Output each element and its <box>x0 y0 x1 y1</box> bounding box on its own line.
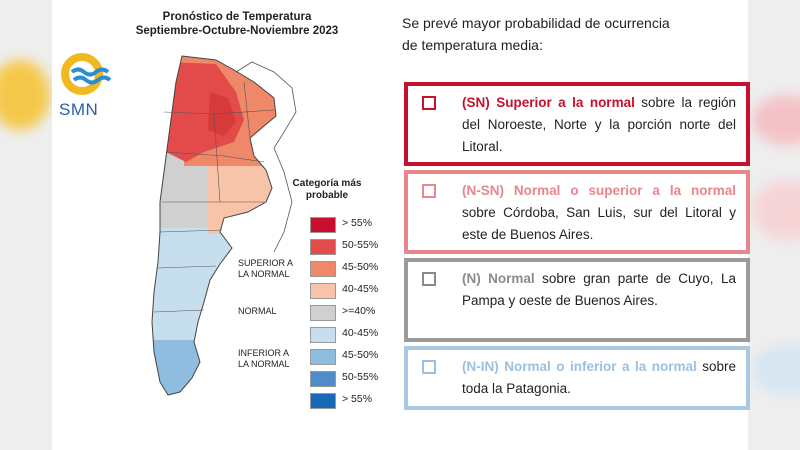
blurred-box-fragment <box>752 345 800 395</box>
legend-item: 40-45% <box>310 326 410 343</box>
category-highlight: (SN) Superior a la normal <box>462 95 635 110</box>
legend-item: 45-50% <box>310 348 410 365</box>
legend-group-inferior: INFERIOR A LA NORMAL <box>238 348 290 370</box>
category-box: (N) Normal sobre gran parte de Cuyo, La … <box>404 258 750 342</box>
category-box: (SN) Superior a la normal sobre la regió… <box>404 82 750 166</box>
legend-group-normal: NORMAL <box>238 306 277 316</box>
legend-swatch <box>310 371 336 387</box>
category-box: (N-SN) Normal o superior a la normal sob… <box>404 170 750 254</box>
blurred-logo-fragment <box>0 60 50 130</box>
checkbox-bullet-icon <box>422 272 436 286</box>
intro-text: Se prevé mayor probabilidad de ocurrenci… <box>402 12 742 56</box>
legend-label: > 55% <box>342 393 373 405</box>
category-highlight: (N) Normal <box>462 271 535 286</box>
legend-label: 50-55% <box>342 239 379 251</box>
legend-group-superior: SUPERIOR A LA NORMAL <box>238 258 293 280</box>
intro-line1: Se prevé mayor probabilidad de ocurrenci… <box>402 15 670 31</box>
legend-group-superior-line2: LA NORMAL <box>238 269 290 279</box>
legend-title-line1: Categoría más <box>292 178 362 189</box>
smn-logo-text: SMN <box>59 100 99 119</box>
legend-group-inferior-line1: INFERIOR A <box>238 348 290 358</box>
category-text: (N) Normal sobre gran parte de Cuyo, La … <box>462 268 736 312</box>
legend-swatch <box>310 283 336 299</box>
legend-swatch <box>310 217 336 233</box>
legend-label: 45-50% <box>342 261 379 273</box>
category-highlight: (N-SN) Normal o superior a la normal <box>462 183 736 198</box>
checkbox-bullet-icon <box>422 96 436 110</box>
category-description: sobre gran parte de Cuyo, La Pampa y oes… <box>462 271 736 308</box>
legend-swatch <box>310 393 336 409</box>
legend-swatch <box>310 349 336 365</box>
category-description: sobre toda la Patagonia. <box>462 359 736 396</box>
checkbox-bullet-icon <box>422 360 436 374</box>
forecast-regions <box>152 56 276 395</box>
legend-title-line2: probable <box>305 190 349 201</box>
legend-item: > 55% <box>310 216 410 233</box>
legend-item: > 55% <box>310 392 410 409</box>
smn-logo-icon <box>61 53 112 95</box>
legend-label: >=40% <box>342 305 376 317</box>
category-box: (N-IN) Normal o inferior a la normal sob… <box>404 346 750 410</box>
legend-title: Categoría más probable <box>292 178 362 202</box>
legend-swatch <box>310 261 336 277</box>
category-text: (N-IN) Normal o inferior a la normal sob… <box>462 356 736 400</box>
map-title-line2: Septiembre-Octubre-Noviembre 2023 <box>135 25 339 37</box>
legend-label: 40-45% <box>342 327 379 339</box>
legend-group-superior-line1: SUPERIOR A <box>238 258 294 268</box>
legend-label: 45-50% <box>342 349 379 361</box>
legend-label: 50-55% <box>342 371 379 383</box>
category-text: (SN) Superior a la normal sobre la regió… <box>462 92 736 158</box>
left-blurred-margin <box>0 0 52 450</box>
category-description: sobre la región del Noroeste, Norte y la… <box>462 95 736 154</box>
legend-swatch <box>310 327 336 343</box>
neighbor-borders <box>235 61 297 253</box>
intro-line2: de temperatura media: <box>402 37 543 53</box>
legend-group-inferior-line2: LA NORMAL <box>238 359 290 369</box>
legend-label: 40-45% <box>342 283 379 295</box>
province-borders <box>153 81 275 313</box>
slide: Pronóstico de Temperatura Septiembre-Oct… <box>52 0 750 450</box>
legend-item: 50-55% <box>310 238 410 255</box>
checkbox-bullet-icon <box>422 184 436 198</box>
blurred-box-fragment <box>752 95 800 145</box>
legend-item: 40-45% <box>310 282 410 299</box>
right-blurred-margin <box>748 0 800 450</box>
legend-label: > 55% <box>342 217 373 229</box>
region-noroeste <box>164 62 244 162</box>
legend-item: >=40% <box>310 304 410 321</box>
blurred-box-fragment <box>752 180 800 240</box>
legend-item: 50-55% <box>310 370 410 387</box>
legend-swatch <box>310 239 336 255</box>
category-highlight: (N-IN) Normal o inferior a la normal <box>462 359 697 374</box>
category-description: sobre Córdoba, San Luis, sur del Litoral… <box>462 205 736 242</box>
map-title-line1: Pronóstico de Temperatura <box>162 11 312 23</box>
legend-item: 45-50% <box>310 260 410 277</box>
map-title: Pronóstico de Temperatura Septiembre-Oct… <box>122 10 352 38</box>
legend-swatch <box>310 305 336 321</box>
category-text: (N-SN) Normal o superior a la normal sob… <box>462 180 736 246</box>
argentina-map <box>151 55 297 396</box>
